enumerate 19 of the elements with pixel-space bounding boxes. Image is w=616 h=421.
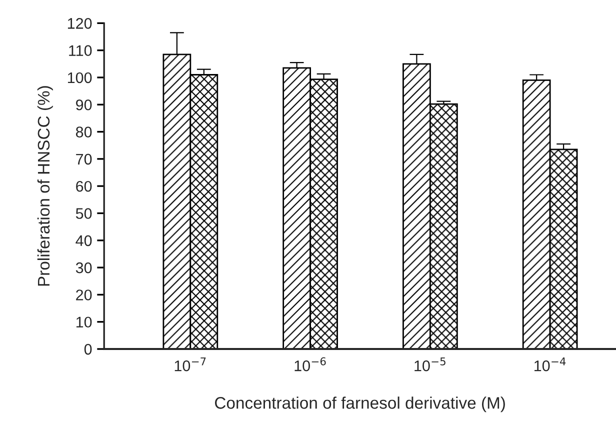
y-axis-title: Proliferation of HNSCC (%)	[37, 86, 53, 286]
x-tick-label: 10$^{−4}$	[534, 357, 566, 372]
x-tick-label: 10$^{−7}$	[174, 357, 206, 372]
y-tick-label: 30	[76, 262, 92, 274]
y-tick-label: 80	[76, 126, 92, 138]
y-tick-label: 70	[76, 154, 92, 165]
y-tick-label: 100	[68, 72, 92, 84]
x-axis-title: Concentration of farnesol derivative (M)	[215, 396, 505, 412]
y-tick-label: 10	[76, 316, 92, 328]
y-tick-label: 50	[76, 208, 92, 219]
y-tick-label: 120	[68, 18, 92, 29]
y-tick-label: 90	[76, 99, 92, 110]
y-tick-label: 40	[76, 235, 92, 246]
y-tick-label: 60	[76, 180, 92, 192]
x-tick-label: 10$^{−5}$	[414, 357, 446, 372]
y-tick-label: 110	[69, 45, 92, 56]
y-tick-label: 0	[84, 344, 92, 355]
x-tick-label: 10$^{−6}$	[294, 357, 326, 372]
y-tick-label: 20	[76, 290, 92, 300]
